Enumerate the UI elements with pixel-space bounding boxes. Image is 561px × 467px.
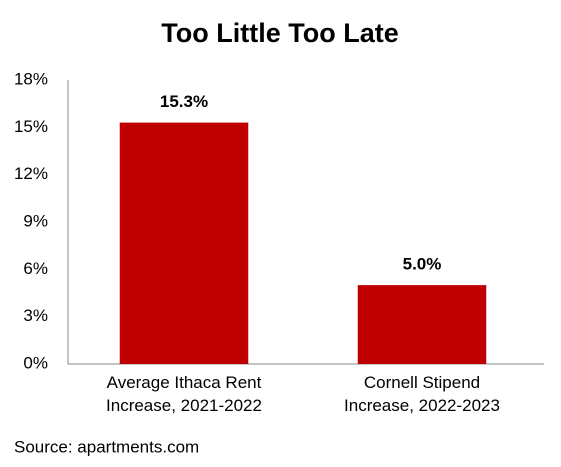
x-tick-label: Cornell Stipend Increase, 2022-2023: [344, 373, 500, 415]
source-note: Source: apartments.com: [14, 437, 199, 456]
value-label: 5.0%: [403, 255, 442, 274]
chart-title: Too Little Too Late: [161, 18, 398, 48]
y-tick-label: 0%: [23, 353, 48, 372]
bar: [119, 122, 249, 364]
bar: [357, 285, 487, 364]
x-tick-label: Average Ithaca Rent Increase, 2021-2022: [106, 373, 262, 415]
y-tick-label: 12%: [14, 164, 48, 183]
y-tick-label: 18%: [14, 69, 48, 88]
y-tick-label: 6%: [23, 259, 48, 278]
y-tick-label: 9%: [23, 211, 48, 230]
y-tick-label: 15%: [14, 117, 48, 136]
y-tick-label: 3%: [23, 306, 48, 325]
value-label: 15.3%: [160, 92, 208, 111]
